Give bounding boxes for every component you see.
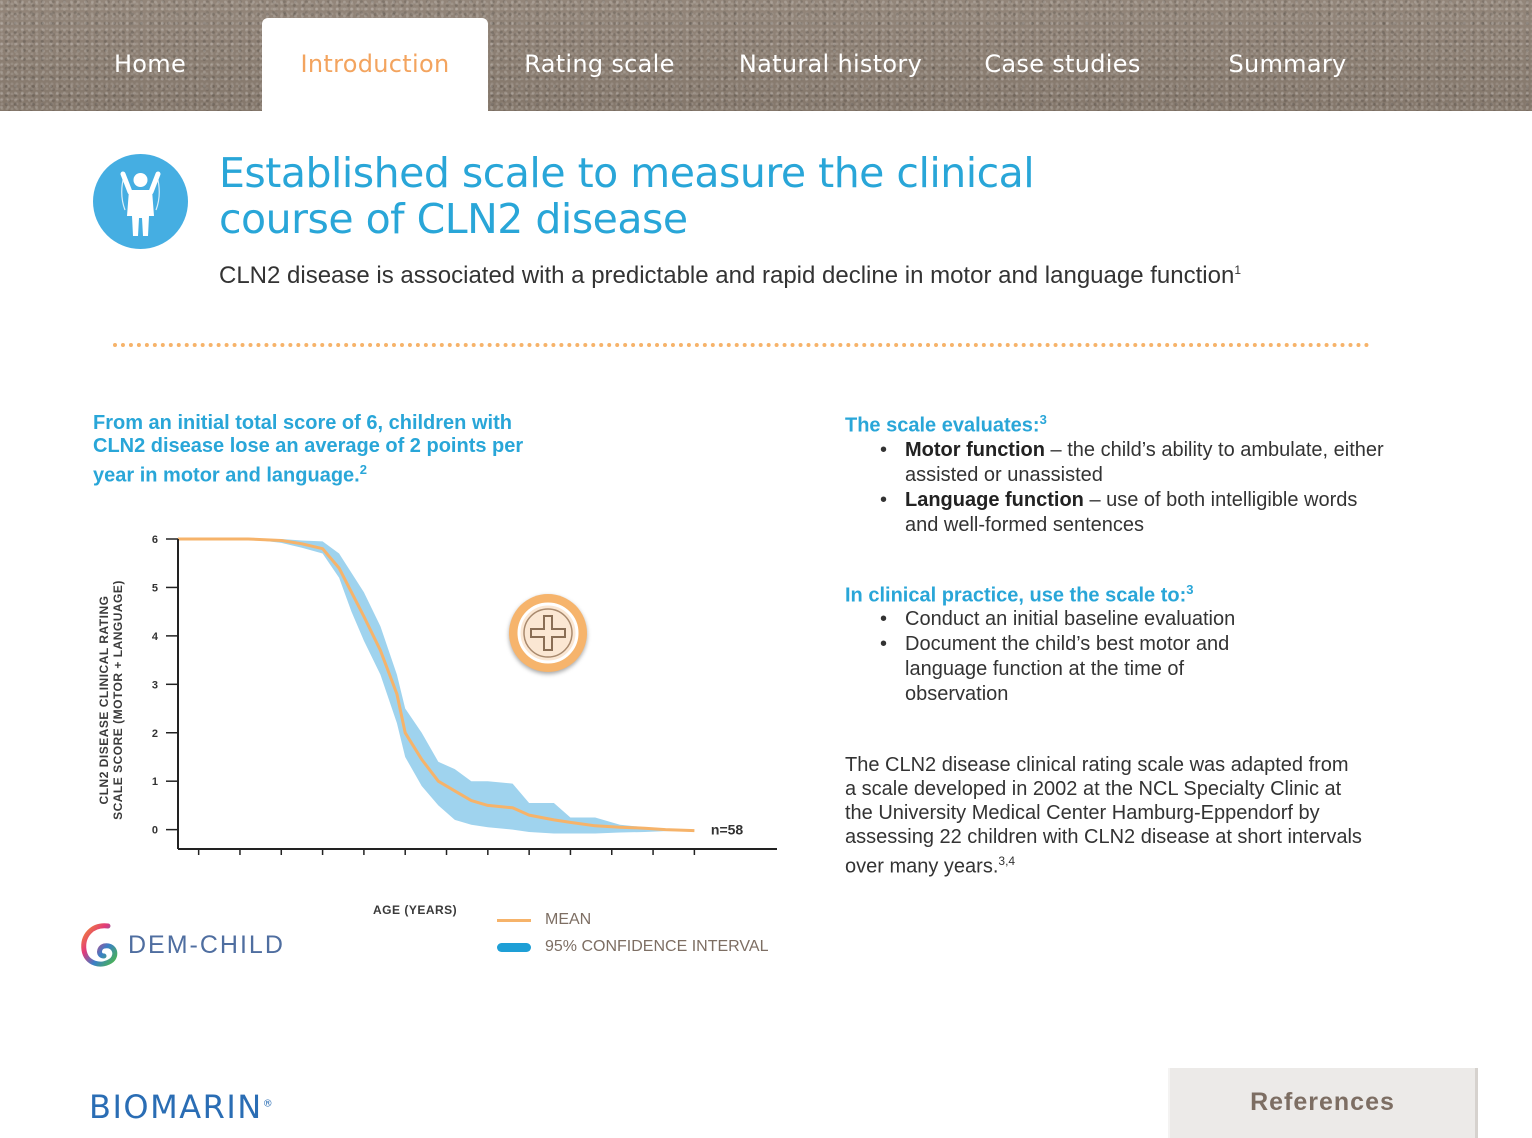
y-tick-label-0: 0 — [152, 825, 158, 837]
y-tick-label-4: 4 — [152, 631, 159, 643]
page-subtitle: CLN2 disease is associated with a predic… — [219, 256, 1259, 290]
decline-chart: 01234560123456789101112n=58 — [85, 525, 805, 872]
practice-ref: 3 — [1186, 581, 1194, 597]
list-item: Document the child’s best motor and lang… — [845, 632, 1325, 707]
evaluates-ref: 3 — [1039, 412, 1047, 427]
plus-icon — [517, 602, 579, 664]
mean-line — [178, 537, 695, 833]
legend-ci: 95% CONFIDENCE INTERVAL — [497, 937, 768, 957]
legend-mean-swatch — [497, 918, 531, 922]
right-column: The scale evaluates:3 Motor function – t… — [845, 408, 1385, 879]
evaluates-list: Motor function – the child’s ability to … — [845, 438, 1385, 538]
zoom-plus-button[interactable] — [509, 594, 587, 672]
language-function-term: Language function — [905, 488, 1084, 511]
list-item: Motor function – the child’s ability to … — [845, 438, 1385, 488]
references-button[interactable]: References — [1170, 1068, 1475, 1138]
nav-tab-introduction[interactable]: Introduction — [262, 18, 488, 111]
subtitle-ref: 1 — [1234, 263, 1241, 277]
practice-heading-text: In clinical practice, use the scale to: — [845, 584, 1187, 607]
y-tick-label-2: 2 — [152, 728, 158, 740]
lead-text: From an initial total score of 6, childr… — [93, 412, 524, 487]
nav-tab-natural-history[interactable]: Natural history — [738, 50, 923, 78]
top-nav: Home Introduction Rating scale Natural h… — [0, 0, 1532, 111]
sample-size-annotation: n=58 — [711, 822, 744, 838]
legend-mean-label: MEAN — [545, 911, 592, 928]
list-item: Language function – use of both intellig… — [845, 488, 1385, 538]
practice-heading: In clinical practice, use the scale to:3 — [845, 578, 1385, 608]
legend-ci-label: 95% CONFIDENCE INTERVAL — [545, 938, 769, 955]
practice-list: Conduct an initial baseline evaluation D… — [845, 607, 1325, 707]
chart-x-axis-label: AGE (YEARS) — [373, 903, 458, 917]
lead-ref: 2 — [359, 462, 367, 477]
legend-mean: MEAN — [497, 910, 591, 930]
biomarin-wordmark: BIOMARIN — [89, 1088, 263, 1126]
adapted-text: The CLN2 disease clinical rating scale w… — [845, 754, 1362, 878]
page-title: Established scale to measure the clinica… — [219, 149, 1035, 243]
nav-tab-home[interactable]: Home — [113, 50, 187, 78]
dem-child-swirl-icon — [81, 923, 118, 967]
ci-band — [178, 539, 695, 834]
evaluates-heading: The scale evaluates:3 — [845, 408, 1385, 438]
nav-tab-case-studies[interactable]: Case studies — [984, 50, 1141, 78]
subtitle-text: CLN2 disease is associated with a predic… — [219, 262, 1235, 289]
motor-function-desc: – the child’s ability to ambulate, eithe… — [905, 438, 1384, 486]
dem-child-text: DEM-CHILD — [128, 930, 285, 959]
y-tick-label-5: 5 — [152, 582, 158, 594]
dem-child-logo: DEM-CHILD — [78, 918, 285, 972]
adapted-paragraph: The CLN2 disease clinical rating scale w… — [845, 753, 1365, 879]
nav-tab-rating-scale[interactable]: Rating scale — [524, 50, 675, 78]
language-function-desc-2: and well-formed sentences — [905, 513, 1145, 536]
lead-statement: From an initial total score of 6, childr… — [93, 412, 563, 488]
y-tick-label-1: 1 — [152, 776, 158, 788]
adapted-ref: 3,4 — [998, 854, 1016, 869]
biomarin-logo: BIOMARIN® — [89, 1088, 274, 1126]
list-item: Conduct an initial baseline evaluation — [845, 607, 1325, 632]
legend-ci-swatch — [497, 942, 531, 952]
y-tick-label-3: 3 — [152, 679, 158, 691]
language-function-desc: – use of both intelligible words — [1083, 488, 1358, 511]
nav-tab-summary[interactable]: Summary — [1228, 50, 1347, 78]
dotted-divider — [113, 343, 1370, 347]
y-tick-label-6: 6 — [152, 534, 158, 546]
evaluates-heading-text: The scale evaluates: — [845, 414, 1040, 437]
chart-svg: 01234560123456789101112n=58 — [152, 534, 777, 872]
child-icon — [93, 154, 188, 249]
biomarin-registered-mark: ® — [262, 1098, 275, 1110]
motor-function-term: Motor function — [905, 438, 1045, 461]
